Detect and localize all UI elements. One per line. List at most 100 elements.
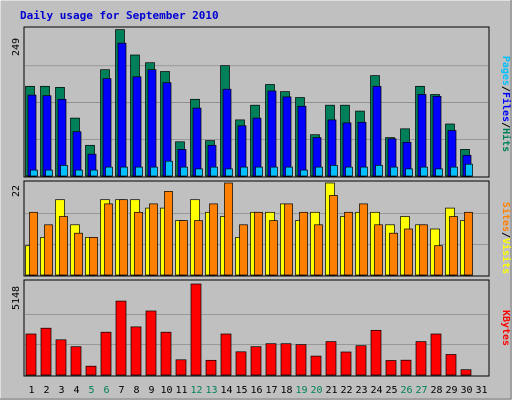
kbytes-bar	[40, 327, 52, 376]
sites-bar	[239, 224, 248, 276]
kbytes-bar	[205, 359, 217, 376]
kbytes-ymax-label: 5148	[11, 286, 22, 310]
legend-files: Files	[500, 92, 512, 122]
pages-bar	[60, 165, 68, 177]
kbytes-bar	[250, 346, 262, 376]
x-tick-label: 25	[385, 385, 397, 396]
pages-bar	[30, 169, 38, 177]
kbytes-bar	[85, 365, 97, 376]
pages-bar	[210, 166, 218, 177]
sites-bar	[449, 216, 458, 276]
x-tick-label: 16	[250, 385, 262, 396]
sites-bar	[374, 224, 383, 276]
legend-sites: Sites	[500, 202, 512, 232]
x-tick-label: 30	[460, 385, 472, 396]
kbytes-bar	[370, 329, 382, 376]
sites-bar	[314, 224, 323, 276]
pages-bar	[465, 163, 473, 177]
files-bar	[42, 95, 52, 177]
pages-bar	[240, 166, 248, 177]
x-tick-label: 15	[235, 385, 247, 396]
pages-bar	[90, 169, 98, 177]
sites-bar	[44, 224, 53, 276]
kbytes-bar	[340, 351, 352, 376]
sites-bar	[119, 199, 128, 276]
kbytes-bar	[400, 359, 412, 376]
files-bar	[57, 98, 67, 177]
kbytes-bar	[310, 355, 322, 376]
sites-bar	[134, 211, 143, 276]
sites-bar	[254, 211, 263, 276]
x-tick-label: 12	[190, 385, 202, 396]
kbytes-bar	[295, 344, 307, 376]
x-tick-label: 19	[295, 385, 307, 396]
pages-bar	[330, 165, 338, 177]
files-bar	[417, 94, 427, 177]
x-tick-label: 27	[415, 385, 427, 396]
pages-bar	[450, 166, 458, 177]
pages-bar	[195, 168, 203, 177]
kbytes-bar	[115, 300, 127, 376]
sites-bar	[434, 245, 443, 276]
pages-bar	[180, 166, 188, 177]
files-bar	[432, 95, 442, 177]
sites-bar	[209, 203, 218, 276]
pages-bar	[360, 166, 368, 177]
x-tick-label: 1	[28, 385, 34, 396]
kbytes-bar	[25, 333, 37, 376]
pages-bar	[315, 166, 323, 177]
x-tick-label: 29	[445, 385, 457, 396]
sites-bar	[404, 228, 413, 276]
x-tick-label: 13	[205, 385, 217, 396]
pages-bar	[135, 166, 143, 177]
kbytes-bar	[415, 341, 427, 376]
sites-bar	[464, 211, 473, 276]
x-tick-label: 10	[160, 385, 172, 396]
kbytes-bar	[355, 345, 367, 376]
legend-kbytes-label: KBytes	[500, 310, 511, 346]
pages-bar	[120, 166, 128, 177]
pages-bar	[390, 166, 398, 177]
legend-kbytes: KBytes	[500, 310, 511, 346]
pages-bar	[405, 168, 413, 177]
x-tick-label: 24	[370, 385, 382, 396]
kbytes-bar	[130, 326, 142, 376]
files-bar	[102, 78, 112, 177]
legend-sep-2: /	[500, 122, 511, 128]
x-tick-label: 5	[88, 385, 94, 396]
x-tick-label: 20	[310, 385, 322, 396]
x-tick-label: 6	[103, 385, 109, 396]
x-tick-label: 22	[340, 385, 352, 396]
sites-bar	[89, 237, 98, 276]
legend-hits-files-pages: Pages/Files/Hits	[500, 56, 512, 152]
files-bar	[372, 85, 382, 177]
pages-bar	[375, 165, 383, 177]
sites-bar	[59, 216, 68, 276]
legend-visits: Visits	[500, 238, 512, 274]
kbytes-bar	[145, 310, 157, 376]
sites-bar	[344, 211, 353, 276]
x-tick-label: 8	[133, 385, 139, 396]
x-tick-label: 31	[475, 385, 487, 396]
x-tick-label: 9	[148, 385, 154, 396]
x-tick-label: 23	[355, 385, 367, 396]
sites-bar	[299, 211, 308, 276]
chart-title: Daily usage for September 2010	[20, 9, 219, 22]
x-tick-label: 7	[118, 385, 124, 396]
kbytes-bar	[100, 331, 112, 376]
files-bar	[282, 96, 292, 177]
sites-bar	[194, 220, 203, 276]
x-tick-label: 4	[73, 385, 79, 396]
files-bar	[192, 107, 202, 177]
pages-bar	[105, 166, 113, 177]
kbytes-bar	[460, 369, 472, 376]
files-bar	[267, 90, 277, 177]
x-tick-label: 3	[58, 385, 64, 396]
pages-bar	[300, 169, 308, 177]
legend-visits-sites: Sites/Visits	[500, 202, 512, 274]
kbytes-bar	[220, 333, 232, 376]
kbytes-bar	[235, 351, 247, 376]
sites-bar	[329, 195, 338, 276]
